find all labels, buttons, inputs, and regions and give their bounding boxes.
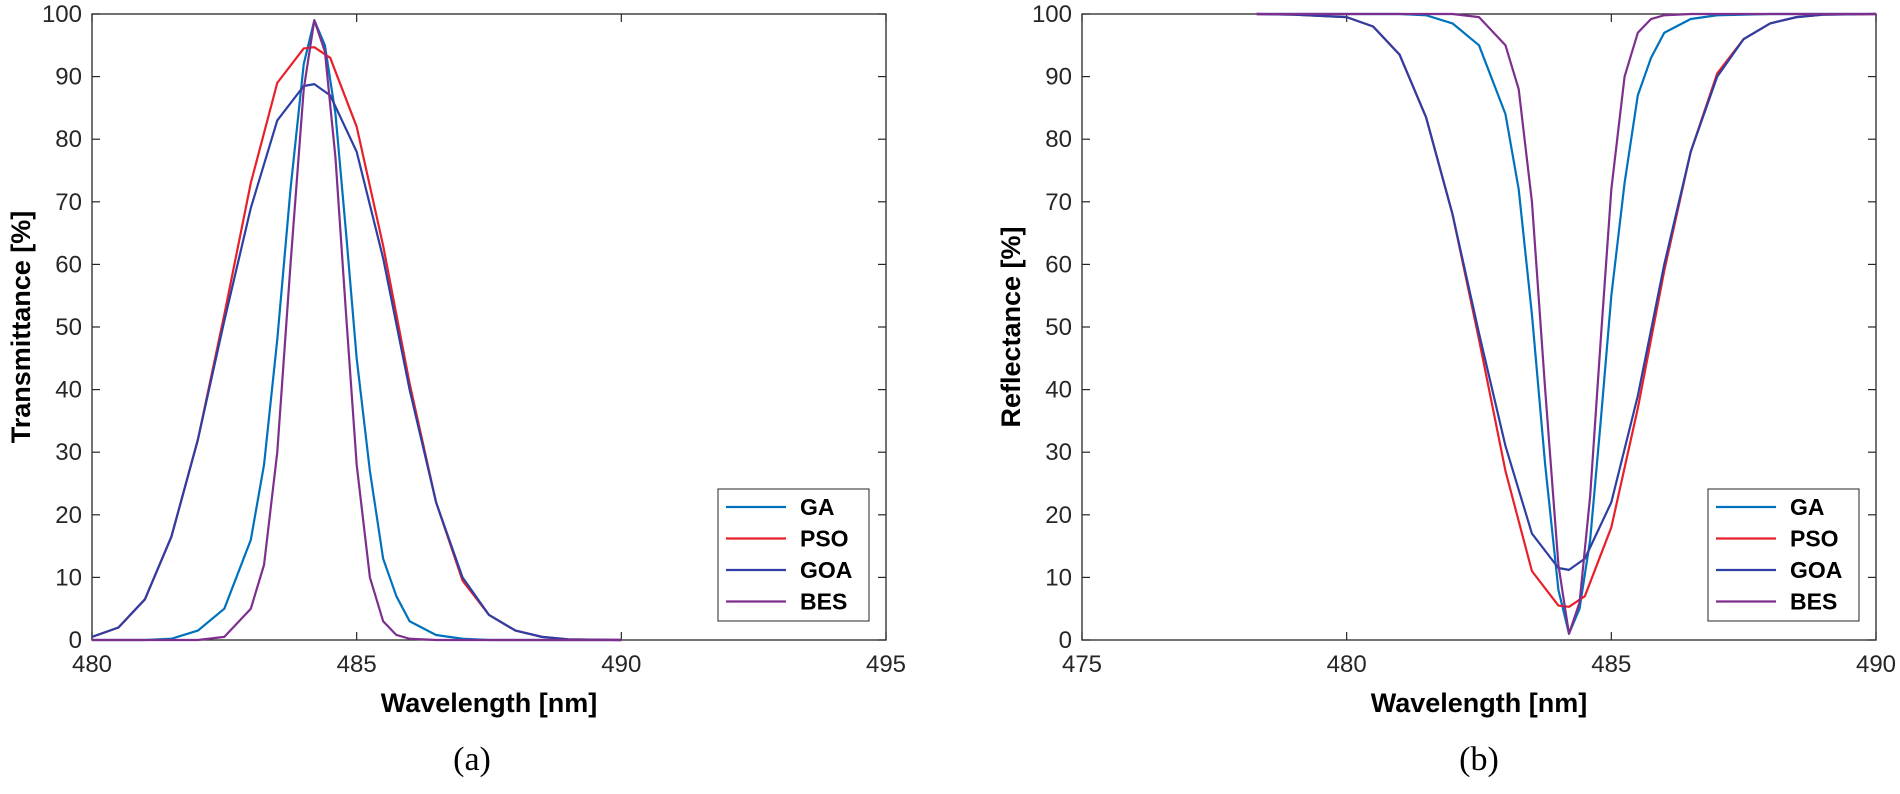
- x-tick-label: 485: [1591, 651, 1631, 678]
- y-tick-label: 10: [1045, 564, 1072, 591]
- x-tick-label: 475: [1062, 651, 1102, 678]
- y-tick-label: 50: [55, 314, 82, 341]
- y-tick-label: 100: [42, 1, 82, 28]
- legend-label-pso: PSO: [1790, 526, 1839, 552]
- series-line-goa: [1256, 12, 1876, 571]
- legend: GA PSO GOA BES: [717, 488, 870, 622]
- y-tick-label: 30: [55, 439, 82, 466]
- chart-caption: (a): [453, 741, 491, 778]
- legend-label-ga: GA: [800, 494, 835, 520]
- x-axis-label: Wavelength [nm]: [1371, 688, 1588, 718]
- legend-label-pso: PSO: [800, 526, 849, 552]
- y-tick-label: 0: [1059, 627, 1072, 654]
- x-tick-label: 485: [337, 651, 377, 678]
- y-tick-label: 80: [1045, 126, 1072, 153]
- y-tick-label: 60: [55, 251, 82, 278]
- legend-label-ga: GA: [1790, 494, 1825, 520]
- legend-label-goa: GOA: [800, 557, 852, 583]
- y-axis-label: Transmittance [%]: [6, 211, 36, 444]
- series-line-bes: [92, 19, 622, 642]
- y-tick-label: 30: [1045, 439, 1072, 466]
- chart-transmittance: 480 485 490 495 0 10 20 30 40 50 60 70 80 90 100 Wavele…: [6, 1, 906, 778]
- y-tick-label: 70: [55, 189, 82, 216]
- y-tick-label: 60: [1045, 251, 1072, 278]
- y-tick-label: 100: [1032, 1, 1072, 28]
- y-tick-label: 50: [1045, 314, 1072, 341]
- x-tick-label: 495: [866, 651, 906, 678]
- y-tick-label: 90: [55, 64, 82, 91]
- x-axis-label: Wavelength [nm]: [381, 688, 598, 718]
- x-tick-label: 490: [1856, 651, 1896, 678]
- y-tick-label: 20: [1045, 502, 1072, 529]
- legend-label-bes: BES: [1790, 589, 1837, 615]
- legend-box: [717, 488, 870, 622]
- series-line-bes: [1256, 12, 1876, 635]
- chart-reflectance: 475 480 485 490 0 10 20 30 40 50 60 70 80 90 100 Wavele…: [996, 1, 1896, 778]
- y-tick-label: 40: [1045, 377, 1072, 404]
- x-tick-label: 480: [1327, 651, 1367, 678]
- legend: GA PSO GOA BES: [1707, 488, 1860, 622]
- legend-label-bes: BES: [800, 589, 847, 615]
- x-tick-label: 490: [601, 651, 641, 678]
- y-tick-label: 70: [1045, 189, 1072, 216]
- chart-caption: (b): [1459, 741, 1499, 778]
- y-tick-label: 10: [55, 564, 82, 591]
- x-tick-label: 480: [72, 651, 112, 678]
- y-tick-label: 40: [55, 377, 82, 404]
- y-tick-label: 0: [69, 627, 82, 654]
- y-axis-label: Reflectance [%]: [996, 226, 1026, 427]
- y-tick-label: 20: [55, 502, 82, 529]
- legend-box: [1707, 488, 1860, 622]
- y-tick-label: 90: [1045, 64, 1072, 91]
- y-tick-label: 80: [55, 126, 82, 153]
- series-line-ga: [92, 19, 622, 642]
- legend-label-goa: GOA: [1790, 557, 1842, 583]
